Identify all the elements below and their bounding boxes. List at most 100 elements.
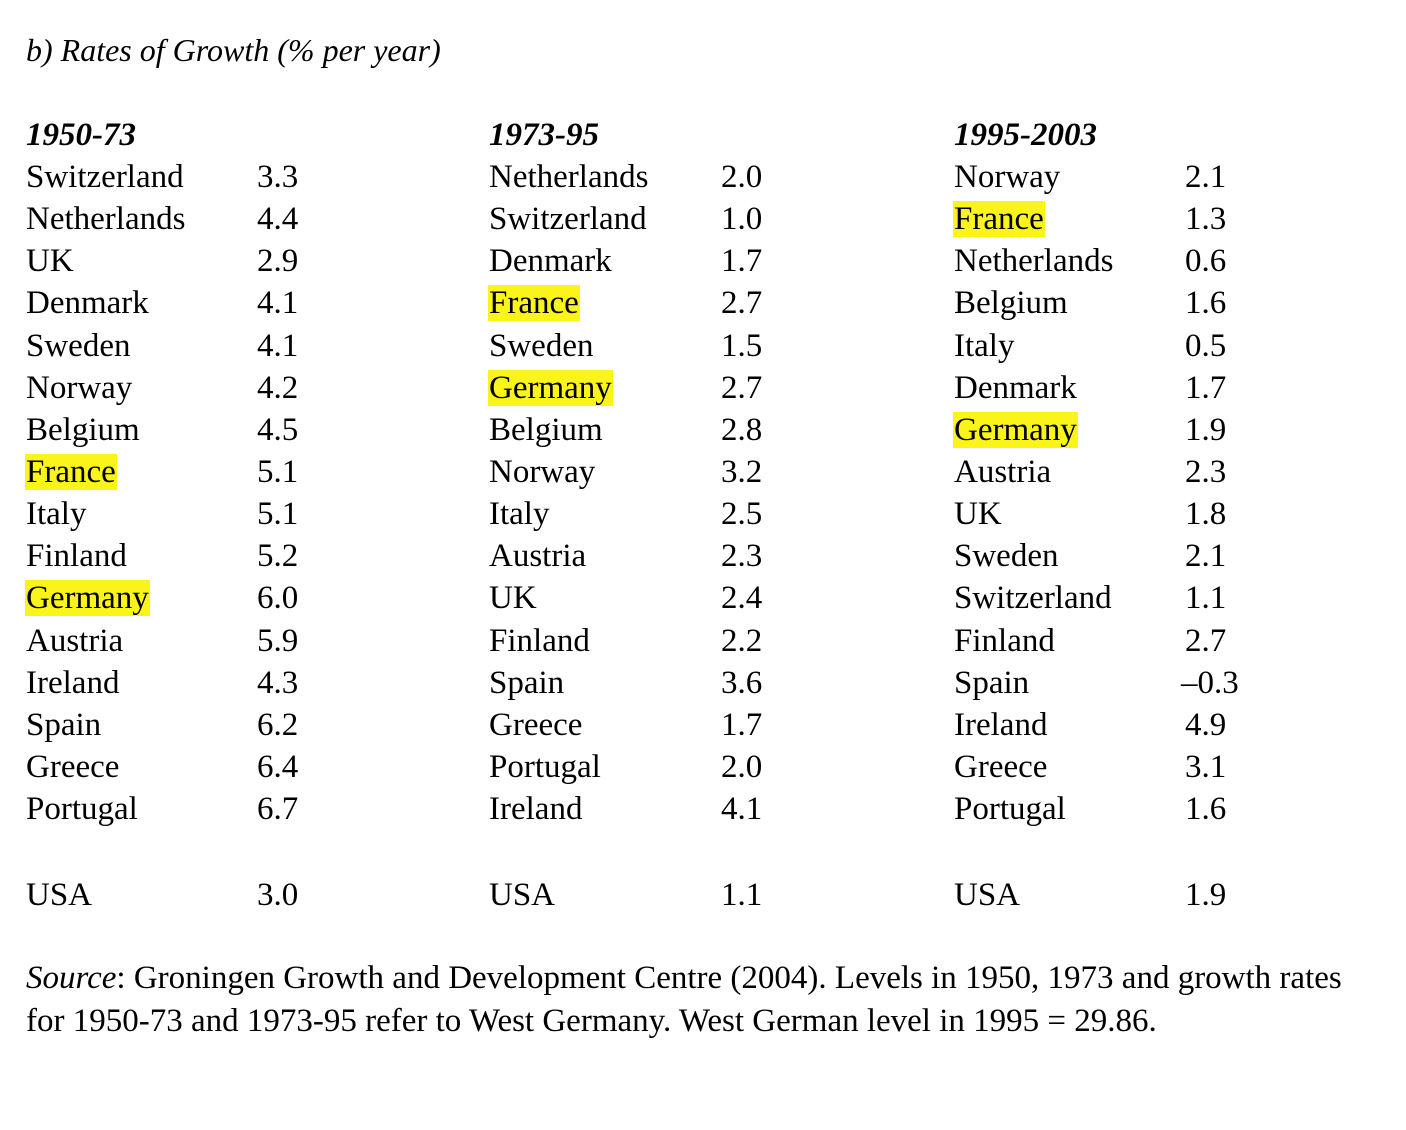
table-row: Italy 0.5 [954, 325, 1226, 367]
country-name: Greece [954, 746, 1047, 788]
growth-rate: 6.2 [257, 706, 299, 743]
country-name: Spain [489, 662, 564, 704]
highlighted-country-label: France [25, 453, 117, 490]
country-name: Denmark [26, 282, 149, 324]
country-label: Norway [489, 453, 596, 490]
growth-rate: 4.5 [257, 411, 299, 448]
country-label: Sweden [489, 327, 594, 364]
country-label: Greece [26, 748, 120, 785]
source-label: Source [26, 960, 117, 996]
country-name: Netherlands [954, 240, 1113, 282]
table-row: Norway 2.1 [954, 156, 1226, 198]
table-row: Spain 3.6 [489, 662, 762, 704]
growth-rate: 1.6 [1185, 791, 1227, 828]
table-row: Netherlands 0.6 [954, 240, 1226, 282]
growth-rate: 2.3 [1185, 453, 1227, 490]
usa-row: USA 1.9 [954, 874, 1274, 916]
table-row: Ireland 4.9 [954, 704, 1226, 746]
growth-rate: 2.7 [721, 285, 763, 322]
country-name: Norway [26, 367, 132, 409]
growth-rate: 2.1 [1185, 538, 1227, 575]
country-label: Denmark [489, 243, 612, 280]
growth-rate: 1.9 [1185, 877, 1227, 913]
source-note: Source: Groningen Growth and Development… [26, 957, 1386, 1043]
country-label: Switzerland [954, 580, 1112, 617]
country-label: Finland [26, 538, 127, 575]
usa-row: USA 3.0 [26, 874, 346, 916]
table-row: Denmark 1.7 [954, 367, 1226, 409]
country-label: Finland [954, 622, 1055, 659]
country-name: France [25, 451, 117, 493]
country-name: Greece [489, 704, 582, 746]
table-row: Switzerland 1.1 [954, 577, 1226, 619]
country-label: Denmark [954, 369, 1077, 406]
country-list: Norway 2.1 France 1.3 Netherlands 0.6 Belgium 1… [953, 156, 1239, 830]
country-label: Spain [26, 706, 102, 743]
growth-rate: 1.7 [1185, 369, 1227, 406]
country-name: Belgium [954, 282, 1068, 324]
growth-rate: 1.7 [721, 706, 763, 743]
source-text: : Groningen Growth and Development Centr… [26, 960, 1342, 1039]
country-label: Austria [26, 622, 124, 659]
country-label: Portugal [489, 748, 601, 785]
growth-rate: 3.0 [257, 877, 299, 913]
table-row: Ireland 4.3 [26, 662, 298, 704]
country-label: Switzerland [489, 201, 647, 238]
period-heading: 1995-2003 [954, 117, 1097, 153]
growth-rate: 5.1 [257, 453, 299, 490]
country-label: Belgium [489, 411, 603, 448]
country-name: Switzerland [489, 198, 647, 240]
country-name: Portugal [954, 788, 1066, 830]
country-label: Greece [954, 748, 1048, 785]
growth-rate: 4.1 [257, 285, 299, 322]
growth-rate: 1.3 [1185, 201, 1227, 238]
table-row: Netherlands 2.0 [489, 156, 762, 198]
growth-rate: 2.5 [721, 496, 763, 533]
table-row: Spain 6.2 [26, 704, 298, 746]
table-row: Greece 6.4 [26, 746, 298, 788]
growth-rate: 4.9 [1185, 706, 1227, 743]
growth-rate: 4.3 [257, 664, 299, 701]
growth-rate: 4.1 [721, 791, 763, 828]
growth-rate: 6.7 [257, 791, 299, 828]
growth-rate: 6.4 [257, 748, 299, 785]
growth-rate: 2.7 [1185, 622, 1227, 659]
country-name: Italy [954, 325, 1014, 367]
table-row: Italy 2.5 [489, 493, 762, 535]
country-name: Ireland [489, 788, 582, 830]
table-row: UK 2.4 [489, 577, 762, 619]
table-row: France 2.7 [488, 282, 762, 324]
growth-rate: 2.4 [721, 580, 763, 617]
country-label: Ireland [954, 706, 1048, 743]
highlighted-country-label: France [488, 285, 580, 322]
country-label: Greece [489, 706, 583, 743]
table-row: Greece 1.7 [489, 704, 762, 746]
country-label: Portugal [26, 791, 138, 828]
growth-rate: 1.1 [721, 877, 763, 913]
country-name: Portugal [26, 788, 138, 830]
growth-rate: –0.3 [1181, 664, 1239, 701]
country-label: Italy [489, 496, 550, 533]
table-row: Ireland 4.1 [489, 788, 762, 830]
growth-rate: 4.1 [257, 327, 299, 364]
country-name: Denmark [489, 240, 612, 282]
country-name: Netherlands [26, 198, 185, 240]
table-row: Belgium 2.8 [489, 409, 762, 451]
table-row: Germany 2.7 [488, 367, 762, 409]
country-name: Austria [954, 451, 1051, 493]
country-label: Spain [489, 664, 565, 701]
country-name: USA [954, 877, 1021, 913]
country-label: Ireland [26, 664, 120, 701]
growth-rate: 2.1 [1185, 159, 1227, 195]
country-name: Denmark [954, 367, 1077, 409]
table-row: UK 2.9 [26, 240, 298, 282]
table-row: Germany 6.0 [25, 577, 298, 619]
table-row: Finland 2.7 [954, 620, 1226, 662]
growth-rate: 3.2 [721, 453, 763, 490]
country-name: UK [954, 493, 1002, 535]
growth-rate: 3.6 [721, 664, 763, 701]
highlighted-country-label: Germany [488, 369, 613, 406]
country-label: Finland [489, 622, 590, 659]
growth-rate: 6.0 [257, 580, 299, 617]
period-heading: 1950-73 [26, 117, 136, 153]
